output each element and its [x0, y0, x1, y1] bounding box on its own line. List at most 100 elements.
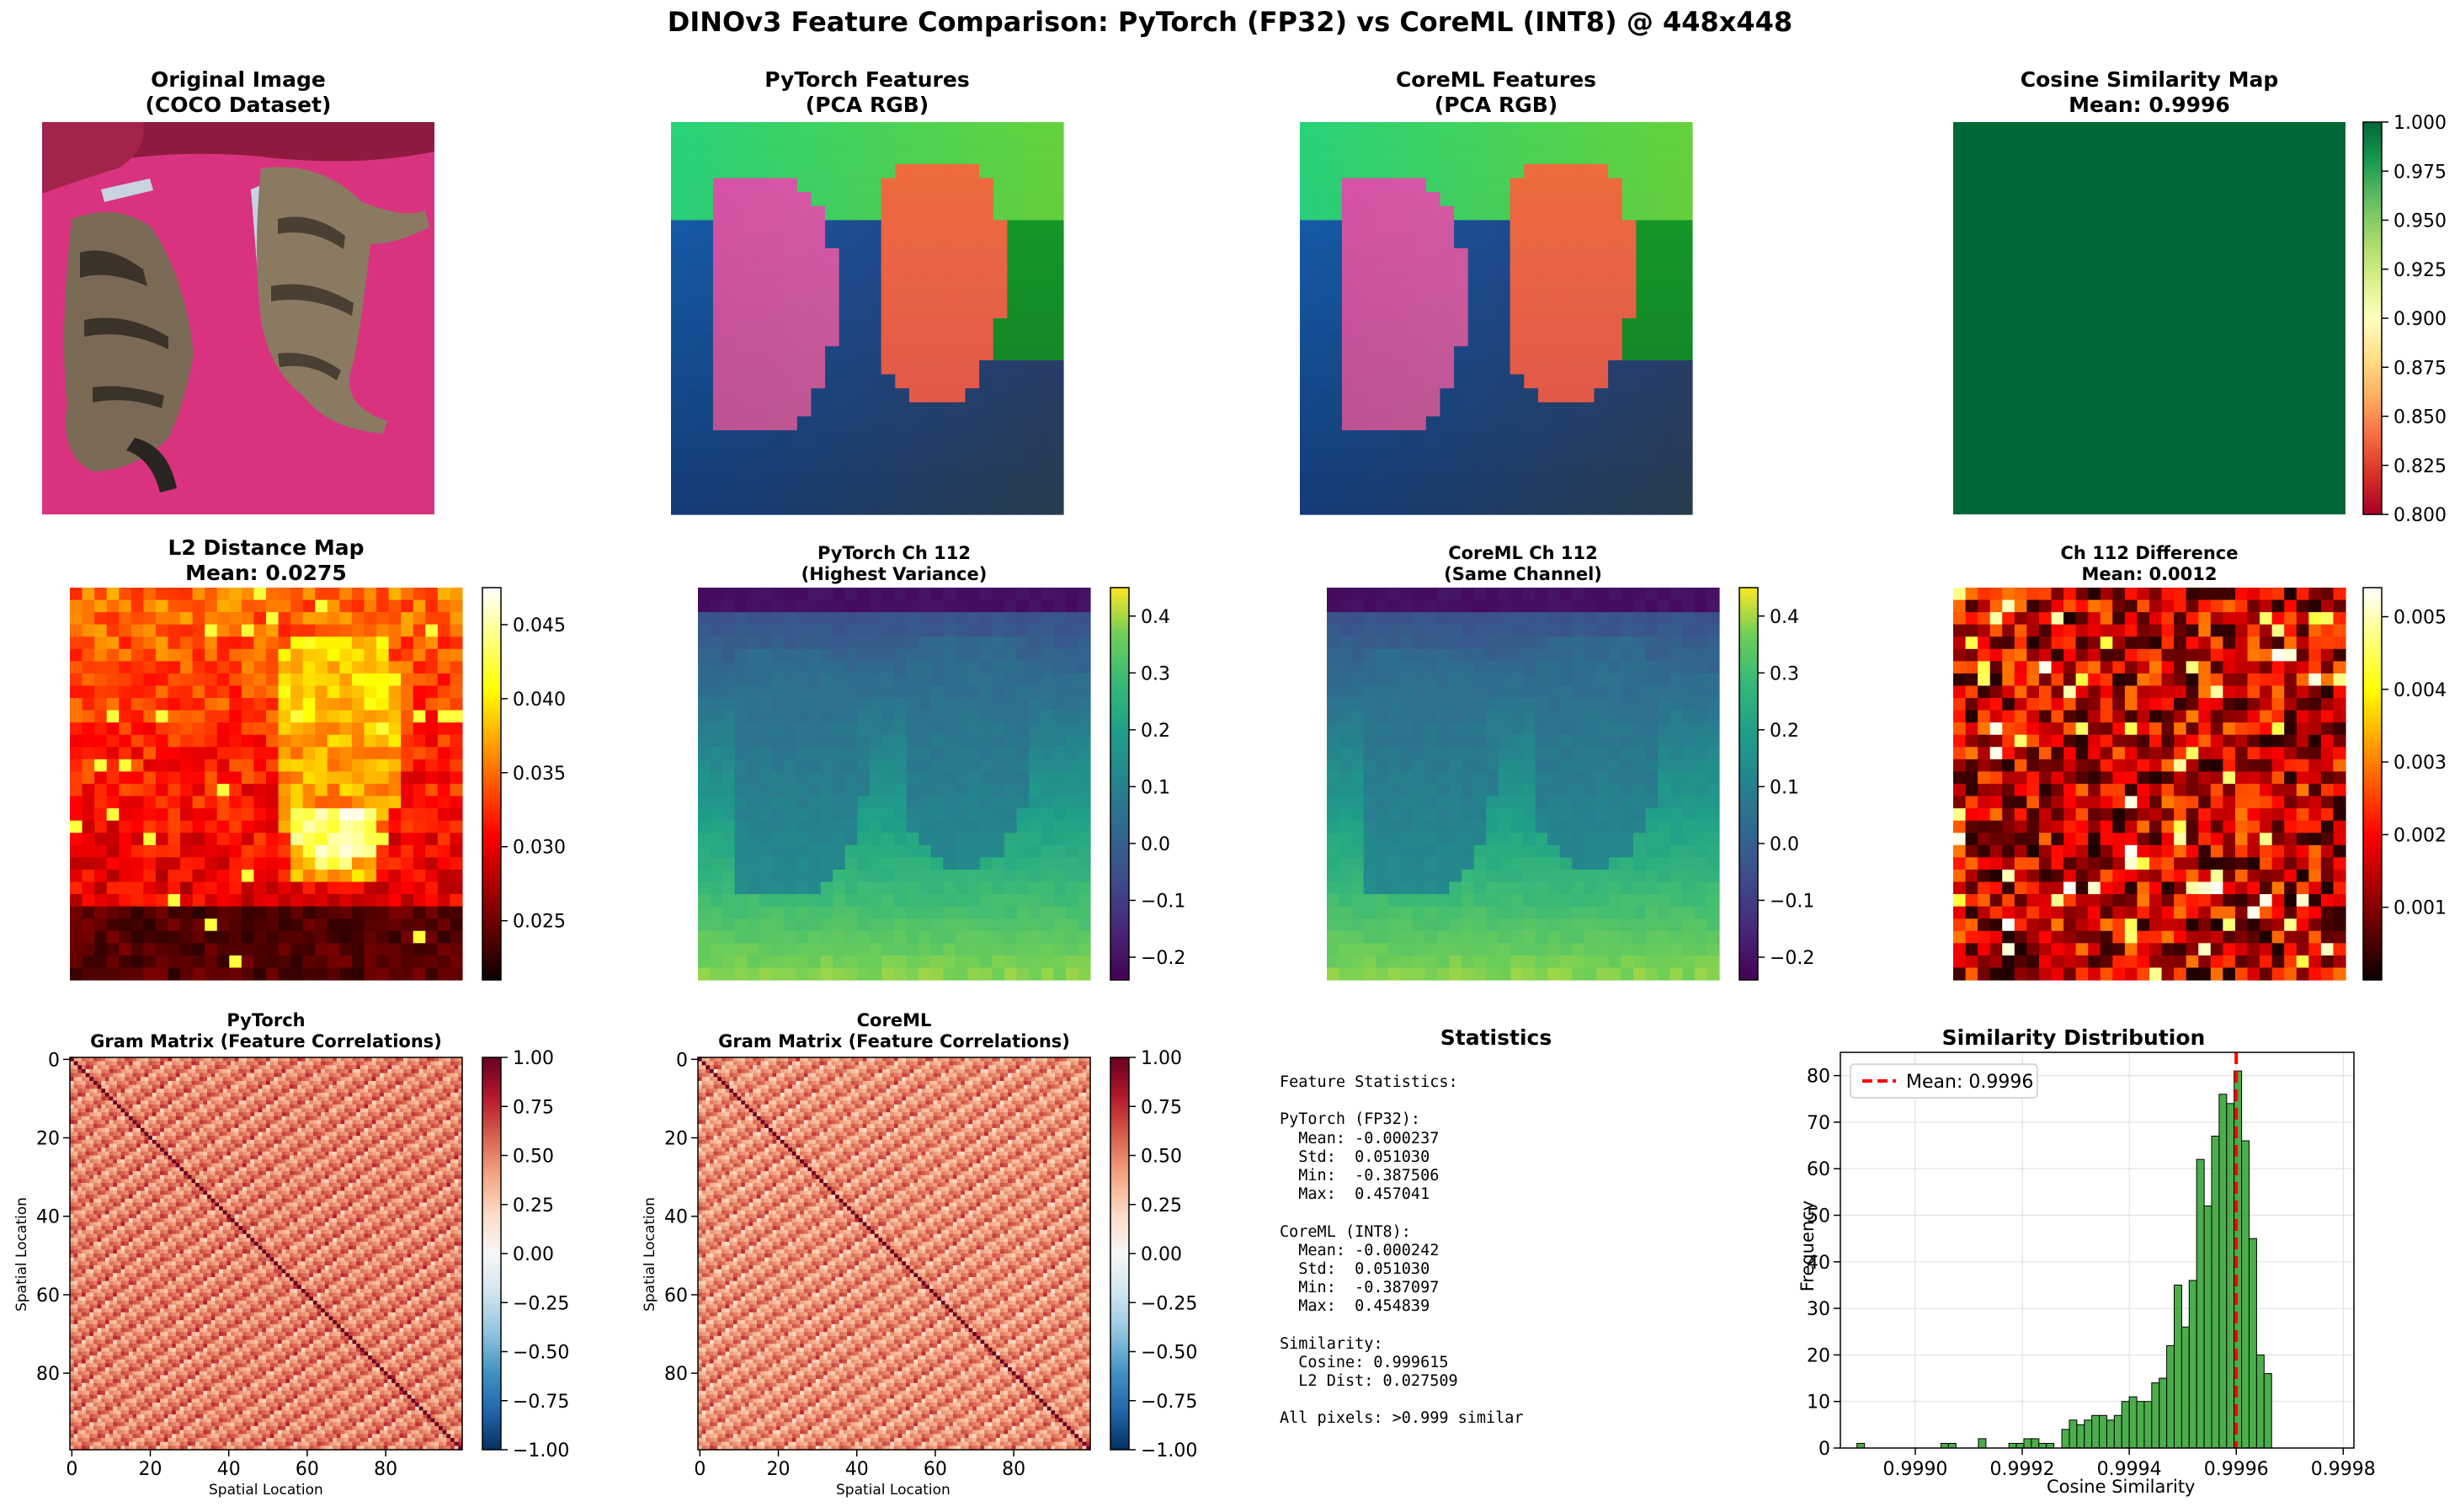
coreml-channel-map: [1327, 588, 1720, 981]
histogram-bar: [2263, 1373, 2272, 1449]
gram-coreml-ytick-label: 60: [664, 1286, 688, 1307]
axis-ticks: 1.0000.9750.9500.9250.9000.8750.8500.825…: [36, 113, 2447, 1480]
gram-pytorch-ytick-label: 20: [36, 1129, 60, 1150]
gram-pytorch-ytick-label: 60: [36, 1286, 60, 1307]
gram-coreml-colorbar: [1110, 1057, 1130, 1451]
cosine-similarity-map: [1953, 122, 2346, 514]
coreml-ch-colorbar-tick-label: 0.2: [1770, 721, 1799, 742]
histogram-xlabel: Cosine Similarity: [2047, 1477, 2195, 1497]
legend-mean-label: Mean: 0.9996: [1906, 1072, 2033, 1093]
gram-pytorch-colorbar-tick-label: 1.00: [513, 1048, 554, 1069]
histogram-bar: [2023, 1438, 2032, 1449]
pytorch-ch-colorbar-tick-label: 0.4: [1141, 607, 1170, 628]
gram-pytorch-ytick-label: 40: [36, 1207, 60, 1228]
histogram-bar: [1947, 1442, 1957, 1449]
diff-colorbar: [2362, 587, 2383, 981]
l2-distance-map: [70, 588, 463, 981]
gram-coreml-colorbar-tick-label: −0.50: [1141, 1343, 1197, 1364]
histogram-bar: [2248, 1238, 2257, 1449]
histogram-xtick-label: 0.9992: [1990, 1459, 2055, 1480]
ch-diff-title: Ch 112 Difference Mean: 0.0012: [1953, 543, 2346, 585]
cosine-colorbar-tick-label: 0.875: [2393, 358, 2447, 379]
gram-pytorch-xtick-label: 40: [217, 1459, 241, 1480]
l2-colorbar-tick-label: 0.040: [513, 689, 566, 711]
histogram-bar: [2113, 1414, 2122, 1449]
diff-colorbar-tick-label: 0.002: [2393, 825, 2447, 846]
histogram-ytick-label: 50: [1807, 1206, 1830, 1227]
histogram-bar: [2218, 1094, 2228, 1449]
histogram-ytick-label: 70: [1807, 1113, 1830, 1134]
histogram-legend: [1850, 1063, 2038, 1099]
histogram-bar: [2226, 1103, 2235, 1449]
gram-pytorch-colorbar-tick-label: −0.25: [513, 1293, 569, 1314]
gram-coreml-xtick-label: 40: [845, 1459, 869, 1480]
gram-pytorch-colorbar-tick-label: 0.00: [513, 1244, 554, 1265]
histogram-bar: [2159, 1377, 2168, 1449]
histogram-ytick-label: 0: [1818, 1439, 1830, 1460]
gram-pytorch-xtick-label: 0: [66, 1459, 77, 1480]
histogram-bar: [2241, 1140, 2250, 1449]
histogram-bar: [2061, 1429, 2070, 1449]
gram-pytorch-frame: [69, 1057, 463, 1451]
gram-coreml-ytick-label: 0: [676, 1050, 688, 1071]
histogram-bar: [2180, 1326, 2190, 1449]
coreml-ch-colorbar: [1739, 587, 1759, 981]
histogram-bar: [2099, 1414, 2108, 1449]
histogram-bar: [2143, 1401, 2153, 1449]
gram-coreml-ytick-label: 20: [664, 1129, 688, 1150]
histogram-bar: [2069, 1419, 2078, 1449]
gram-pytorch-colorbar-tick-label: −1.00: [513, 1440, 569, 1461]
statistics-text: Feature Statistics: PyTorch (FP32): Mean…: [1280, 1073, 1524, 1429]
histogram-bar: [2255, 1354, 2265, 1449]
coreml-ch-colorbar-tick-label: 0.3: [1770, 663, 1799, 684]
figure-title: DINOv3 Feature Comparison: PyTorch (FP32…: [0, 6, 2460, 39]
pytorch-ch-colorbar: [1110, 587, 1130, 981]
channel-difference-map: [1953, 588, 2346, 981]
cosine-colorbar-tick-label: 0.850: [2393, 407, 2447, 429]
histogram-ytick-label: 10: [1807, 1392, 1830, 1414]
histogram-ytick-label: 40: [1807, 1253, 1830, 1274]
gram-pytorch-colorbar-tick-label: 0.25: [513, 1195, 554, 1217]
coreml-ch-colorbar-tick-label: 0.0: [1770, 834, 1799, 855]
histogram-bar: [2166, 1344, 2175, 1449]
pytorch-ch-colorbar-tick-label: −0.1: [1141, 891, 1185, 912]
histogram-plot-area: [1840, 1052, 2354, 1448]
cosine-colorbar-tick-label: 0.900: [2393, 309, 2447, 330]
histogram-bar: [2076, 1424, 2085, 1449]
histogram-bar: [2211, 1136, 2220, 1449]
gram-coreml-xtick-label: 0: [694, 1459, 706, 1480]
gram-coreml-colorbar-tick-label: −0.25: [1141, 1293, 1197, 1314]
pytorch-ch-colorbar-tick-label: 0.3: [1141, 663, 1170, 684]
gram-pytorch-xlabel: Spatial Location: [209, 1482, 323, 1499]
similarity-histogram: 0 10 20 30 40 50 60 70 80 0.9990 0.9992 0.9994 0.999…: [1807, 1051, 2376, 1480]
histogram-xtick-label: 0.9990: [1882, 1459, 1947, 1480]
histogram-bar: [2091, 1414, 2101, 1449]
gram-coreml-frame: [697, 1057, 1091, 1451]
histogram-bar: [2038, 1442, 2047, 1449]
histogram-bar: [1940, 1442, 1949, 1449]
l2-map-title: L2 Distance Map Mean: 0.0275: [70, 535, 462, 585]
histogram-title: Similarity Distribution: [1877, 1025, 2270, 1051]
diff-colorbar-tick-label: 0.005: [2393, 608, 2447, 629]
gram-pytorch-xtick-label: 80: [374, 1459, 397, 1480]
gram-pytorch-colorbar: [482, 1057, 502, 1451]
pytorch-pca-image: [671, 122, 1064, 515]
gram-pytorch-title: PyTorch Gram Matrix (Feature Correlation…: [70, 1010, 462, 1052]
diff-colorbar-tick-label: 0.001: [2393, 898, 2447, 919]
cosine-colorbar-tick-label: 0.800: [2393, 505, 2447, 526]
histogram-ytick-label: 30: [1807, 1299, 1830, 1320]
pytorch-ch-title: PyTorch Ch 112 (Highest Variance): [698, 543, 1090, 585]
histogram-bar: [2151, 1382, 2160, 1449]
coreml-pca-title: CoreML Features (PCA RGB): [1300, 67, 1692, 117]
gram-coreml-xtick-label: 20: [767, 1459, 791, 1480]
histogram-xtick-label: 0.9996: [2204, 1459, 2269, 1480]
gram-coreml-ytick-label: 80: [664, 1364, 688, 1385]
l2-colorbar-tick-label: 0.025: [513, 912, 566, 933]
gram-coreml-xlabel: Spatial Location: [836, 1482, 950, 1499]
original-image-title: Original Image (COCO Dataset): [42, 67, 434, 117]
remote-control-icon: [101, 178, 153, 202]
coreml-ch-colorbar-tick-label: −0.1: [1770, 891, 1814, 912]
cosine-colorbar-tick-label: 0.825: [2393, 456, 2447, 477]
gram-pytorch-colorbar-tick-label: −0.75: [513, 1392, 569, 1413]
histogram-bar: [1856, 1442, 1866, 1449]
